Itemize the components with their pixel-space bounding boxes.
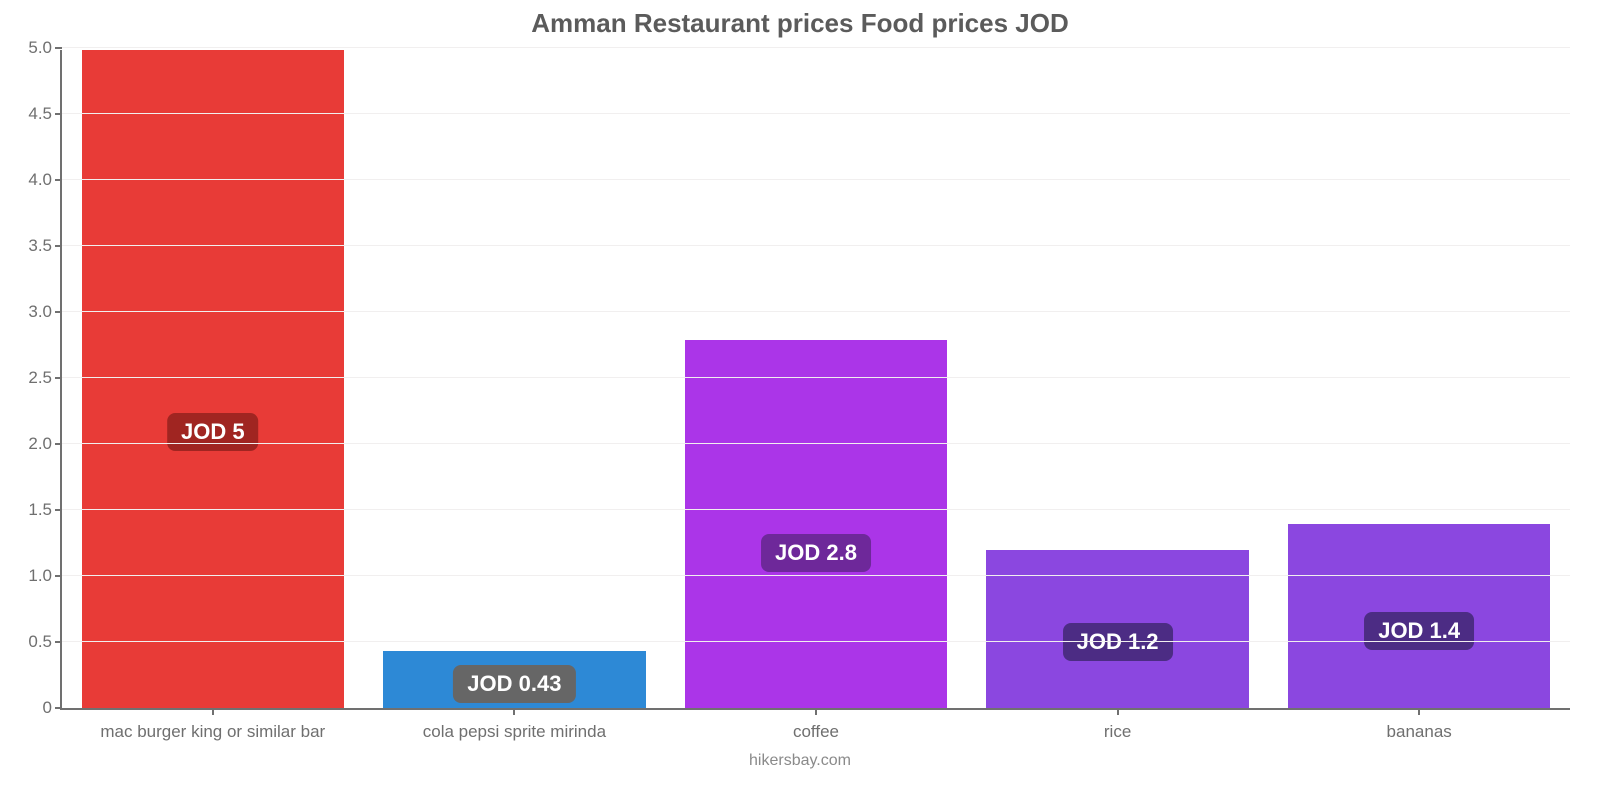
bar: JOD 1.4 [1288,524,1550,708]
bar-slot: JOD 1.4bananas [1268,50,1570,708]
bar-value-badge: JOD 1.4 [1364,612,1474,650]
x-tick-label: cola pepsi sprite mirinda [423,708,606,742]
bar-slot: JOD 5mac burger king or similar bar [62,50,364,708]
y-gridline [62,47,1570,48]
x-tick-label: coffee [793,708,839,742]
y-gridline [62,509,1570,510]
bar: JOD 0.43 [383,651,645,708]
bars-container: JOD 5mac burger king or similar barJOD 0… [62,50,1570,708]
y-gridline [62,641,1570,642]
bar: JOD 1.2 [986,550,1248,708]
y-tick-label: 3.0 [28,302,62,322]
y-gridline [62,113,1570,114]
price-bar-chart: Amman Restaurant prices Food prices JOD … [0,0,1600,800]
plot-area: JOD 5mac burger king or similar barJOD 0… [60,50,1570,710]
chart-footer: hikersbay.com [0,752,1600,770]
chart-title: Amman Restaurant prices Food prices JOD [0,0,1600,43]
bar-value-badge: JOD 0.43 [453,665,575,703]
y-gridline [62,443,1570,444]
bar-slot: JOD 2.8coffee [665,50,967,708]
y-tick-label: 0.5 [28,632,62,652]
x-tick-label: rice [1104,708,1131,742]
bar-slot: JOD 0.43cola pepsi sprite mirinda [364,50,666,708]
bar: JOD 2.8 [685,340,947,708]
bar-value-badge: JOD 5 [167,413,259,451]
y-tick-label: 4.5 [28,104,62,124]
y-tick-label: 2.5 [28,368,62,388]
y-gridline [62,311,1570,312]
y-gridline [62,245,1570,246]
x-tick-label: mac burger king or similar bar [100,708,325,742]
y-tick-label: 3.5 [28,236,62,256]
y-gridline [62,575,1570,576]
y-gridline [62,377,1570,378]
y-tick-label: 2.0 [28,434,62,454]
y-tick-label: 1.5 [28,500,62,520]
y-tick-label: 5.0 [28,38,62,58]
bar: JOD 5 [82,50,344,708]
y-gridline [62,179,1570,180]
x-tick-label: bananas [1387,708,1452,742]
y-tick-label: 0 [43,698,62,718]
bar-slot: JOD 1.2rice [967,50,1269,708]
y-tick-label: 4.0 [28,170,62,190]
y-tick-label: 1.0 [28,566,62,586]
bar-value-badge: JOD 2.8 [761,534,871,572]
